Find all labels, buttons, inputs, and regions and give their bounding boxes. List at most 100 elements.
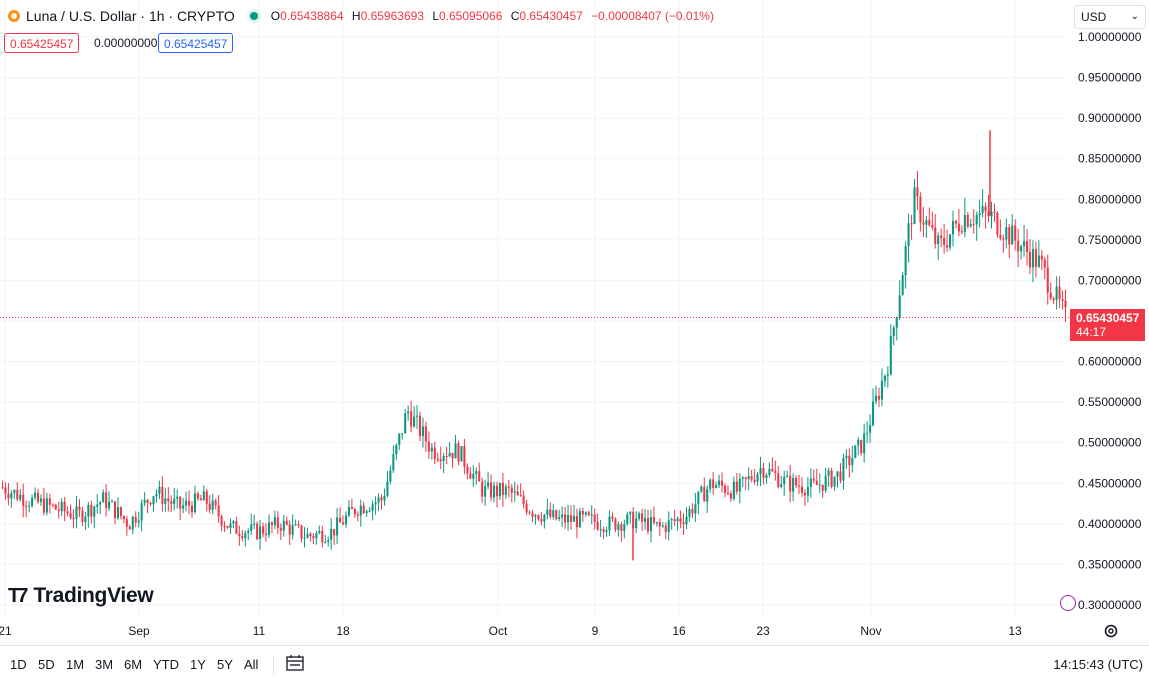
candle-body <box>113 501 117 519</box>
candle-body <box>336 517 339 536</box>
candle-body <box>131 516 134 530</box>
candle-body <box>439 459 442 462</box>
candle-body <box>954 220 957 224</box>
candle-body <box>783 476 786 485</box>
candle-body <box>182 505 185 509</box>
candle-body <box>1061 298 1064 301</box>
tradingview-logo[interactable]: T7 TradingView <box>8 584 154 608</box>
range-button-1m[interactable]: 1M <box>66 657 85 672</box>
gear-icon[interactable] <box>1103 623 1119 639</box>
candle-body <box>344 515 348 525</box>
candle-body <box>495 485 499 497</box>
candle-body <box>726 492 729 494</box>
toolbar-divider <box>273 656 274 674</box>
candle-body <box>877 395 881 400</box>
candlestick-series <box>1 130 1067 561</box>
market-status-icon[interactable] <box>246 9 261 23</box>
symbol-title[interactable]: Luna / U.S. Dollar · 1h · CRYPTO <box>26 8 235 24</box>
high-value: 0.65963693 <box>360 9 424 23</box>
price-change: −0.00008407 (−0.01%) <box>591 9 714 23</box>
candle-body <box>259 526 262 539</box>
candle-body <box>448 452 451 457</box>
candle-body <box>158 486 161 494</box>
candle-body <box>694 504 697 514</box>
candle-body <box>421 426 424 437</box>
candle-body <box>895 317 898 328</box>
candle-body <box>392 454 395 471</box>
candle-body <box>279 527 282 531</box>
range-button-ytd[interactable]: YTD <box>153 657 179 672</box>
candle-body <box>792 477 795 492</box>
range-button-1y[interactable]: 1Y <box>190 657 206 672</box>
candle-body <box>324 541 327 543</box>
candle-body <box>537 515 540 520</box>
candle-body <box>608 516 611 531</box>
sell-price-button[interactable]: 0.65425457 <box>4 33 80 53</box>
candle-body <box>87 504 90 517</box>
range-button-1d[interactable]: 1D <box>10 657 27 672</box>
candle-body <box>857 439 860 446</box>
range-button-5y[interactable]: 5Y <box>217 657 233 672</box>
candle-body <box>498 482 501 497</box>
candle-body <box>205 491 208 504</box>
candle-body <box>4 487 7 494</box>
candle-body <box>179 496 182 509</box>
candle-body <box>1055 286 1058 300</box>
buy-price-button[interactable]: 0.65425457 <box>158 33 234 53</box>
candle-body <box>667 520 670 532</box>
candle-body <box>193 493 196 513</box>
candle-body <box>842 458 845 481</box>
candle-body <box>137 520 140 523</box>
candle-body <box>60 501 63 512</box>
candle-body <box>1037 255 1040 267</box>
candle-body <box>931 224 934 228</box>
candle-body <box>552 510 555 517</box>
candle-body <box>1058 286 1061 299</box>
candle-body <box>220 516 223 526</box>
candle-body <box>679 518 682 523</box>
brand-name: TradingView <box>33 584 154 607</box>
candle-body <box>892 327 895 337</box>
range-button-3m[interactable]: 3M <box>95 657 114 672</box>
calendar-range-icon[interactable] <box>286 655 304 671</box>
range-button-5d[interactable]: 5D <box>38 657 55 672</box>
candle-body <box>732 481 735 499</box>
candle-body <box>433 447 436 460</box>
candle-body <box>300 525 303 539</box>
candle-body <box>54 504 57 510</box>
candle-body <box>901 275 904 296</box>
candle-body <box>262 526 265 534</box>
candle-body <box>987 211 990 217</box>
candle-body <box>34 492 37 498</box>
candle-body <box>247 530 250 534</box>
candle-body <box>19 494 22 500</box>
candle-body <box>646 518 650 532</box>
price-chart[interactable]: 1.00000000 0.95000000 0.90000000 0.85000000… <box>0 0 1149 645</box>
range-button-6m[interactable]: 6M <box>124 657 143 672</box>
y-tick-label: 0.60000000 <box>1078 355 1142 369</box>
y-tick-label: 0.50000000 <box>1078 436 1142 450</box>
candle-body <box>578 510 581 528</box>
candle-body <box>282 520 285 531</box>
candle-body <box>614 518 617 530</box>
range-button-all[interactable]: All <box>244 657 259 672</box>
candle-body <box>152 496 155 505</box>
candle-body <box>208 503 211 510</box>
candle-body <box>904 246 907 276</box>
candle-body <box>359 505 362 516</box>
candle-body <box>72 518 75 520</box>
utc-clock[interactable]: 14:15:43 (UTC) <box>1053 657 1143 672</box>
currency-select[interactable]: USD ⌄ <box>1074 5 1146 29</box>
time-axis: 21 Sep 11 18 Oct 9 16 23 Nov 13 <box>0 624 1022 638</box>
candle-body <box>644 518 647 522</box>
candle-body <box>146 499 149 503</box>
indicator-badge-icon[interactable] <box>1060 595 1076 611</box>
candle-body <box>78 506 81 511</box>
candle-body <box>706 488 709 502</box>
candle-body <box>451 452 454 459</box>
candle-body <box>925 220 928 225</box>
candle-body <box>824 475 827 491</box>
candle-body <box>756 474 759 482</box>
currency-value: USD <box>1081 10 1107 24</box>
candle-body <box>164 498 167 504</box>
